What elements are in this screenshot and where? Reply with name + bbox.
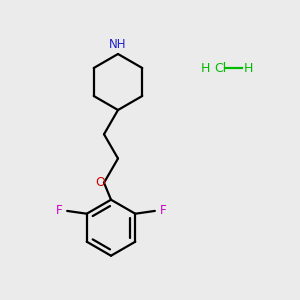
Text: H: H	[243, 61, 253, 74]
Text: O: O	[95, 176, 105, 189]
Text: F: F	[56, 204, 62, 218]
Text: Cl: Cl	[214, 61, 226, 74]
Text: F: F	[160, 204, 166, 218]
Text: H: H	[200, 61, 210, 74]
Text: NH: NH	[109, 38, 127, 50]
